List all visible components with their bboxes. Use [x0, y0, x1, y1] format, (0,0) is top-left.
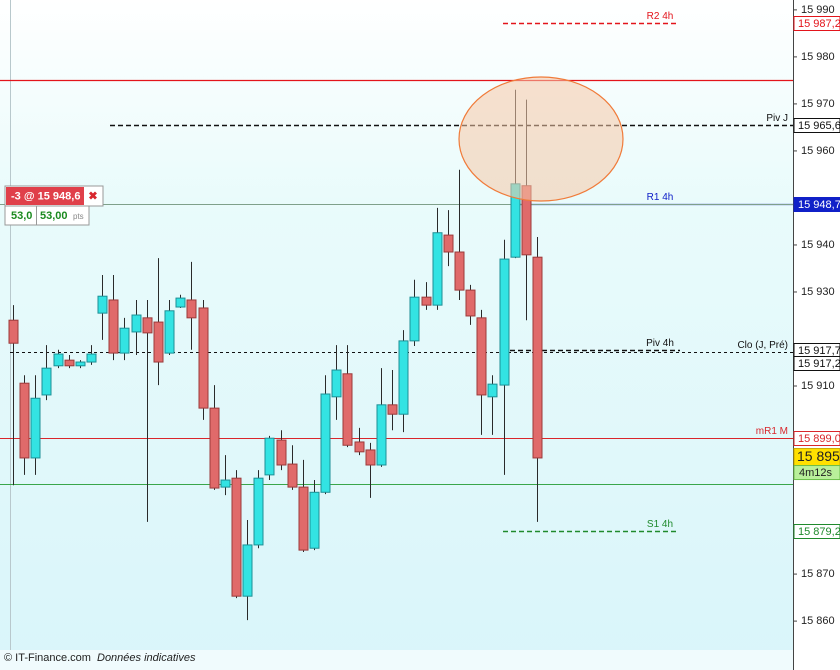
candle-body [387, 404, 398, 415]
level-label: mR1 M [756, 426, 788, 437]
candle-body [499, 258, 510, 386]
candle-body [309, 491, 320, 549]
candle-body [231, 477, 242, 597]
candle-body [19, 382, 30, 459]
candle-body [86, 353, 97, 363]
timer-box [793, 465, 840, 481]
candle-body [532, 256, 543, 459]
candle-body [443, 234, 454, 253]
y-tick-label: 15 870 [801, 568, 835, 580]
level-label: R1 4h [647, 192, 674, 203]
candle-body [320, 393, 331, 493]
candle-body [476, 317, 487, 396]
candle-body [30, 397, 41, 459]
candle-body [75, 361, 86, 367]
candle-body [8, 319, 19, 344]
level-label: R2 4h [647, 11, 674, 22]
candle-body [454, 251, 465, 291]
candle-body [487, 383, 498, 398]
axis-background [793, 0, 840, 670]
timer-label: 4m12s [799, 467, 833, 479]
candle-body [97, 295, 108, 314]
price-box [793, 524, 840, 539]
points-frame [4, 205, 90, 226]
level-label: S1 4h [647, 519, 673, 530]
price-box [793, 356, 840, 371]
y-tick-label: 15 940 [801, 239, 835, 251]
level-label: Piv 4h [646, 338, 674, 349]
candle-body [264, 437, 275, 476]
last-price-label: 15 895 [797, 448, 840, 464]
candle-body [276, 439, 287, 466]
candle-body [64, 359, 75, 367]
candle-body [253, 477, 264, 546]
y-tick-label: 15 960 [801, 145, 835, 157]
candle-body [432, 232, 443, 306]
price-box [793, 431, 840, 446]
order-side [6, 187, 84, 205]
y-tick-label: 15 910 [801, 380, 835, 392]
price-box [793, 197, 840, 212]
price-box-label: 15 899,0 [798, 433, 840, 445]
candle-body [175, 297, 186, 308]
points-unit: pts [73, 212, 84, 221]
price-box-label: 15 948,7 [798, 199, 840, 211]
price-box-label: 15 917,2 [798, 358, 840, 370]
candle-body [220, 479, 231, 488]
order-close[interactable]: ✖ [88, 190, 97, 202]
candle-body [198, 307, 209, 409]
candle-body [108, 299, 119, 354]
price-box [793, 16, 840, 31]
candle-body [153, 321, 164, 363]
points-value: 53,00 [40, 210, 68, 222]
candle-body [409, 296, 420, 342]
candle-body [331, 369, 342, 398]
price-box-label: 15 879,2 [798, 526, 840, 538]
highlight-ellipse [458, 76, 624, 202]
candle-body [421, 296, 432, 306]
y-tick-label: 15 860 [801, 615, 835, 627]
candle-body [287, 463, 298, 488]
points: 53,0 [11, 210, 32, 222]
footer-copyright: © IT-Finance.com [4, 652, 91, 664]
candle-body [242, 544, 253, 597]
y-tick-label: 15 990 [801, 4, 835, 16]
candle-body [164, 310, 175, 354]
candle-body [465, 289, 476, 317]
order-label: -3 @ 15 948,6 [11, 190, 80, 202]
footer-band [0, 650, 793, 670]
candle-body [186, 299, 197, 319]
level-label: Piv J [766, 113, 788, 124]
y-tick-label: 15 980 [801, 51, 835, 63]
candle-body [376, 404, 387, 466]
candle-body [142, 317, 153, 334]
candle-body [209, 407, 220, 489]
candle-body [354, 441, 365, 453]
level-label: Clo (J, Pré) [737, 340, 788, 351]
candle-body [41, 367, 52, 396]
order-widget[interactable]: -3 @ 15 948,6 ✖ 53,0 53,00 pts [4, 185, 104, 226]
y-tick-label: 15 970 [801, 98, 835, 110]
candle-body [53, 353, 64, 367]
footer-note: Données indicatives [97, 652, 196, 664]
candle-body [119, 327, 130, 354]
candle-body [398, 340, 409, 415]
candle-body [365, 449, 376, 466]
price-box-label: 15 987,2 [798, 18, 840, 30]
price-box-label: 15 965,6 [798, 120, 840, 132]
candle-body [131, 314, 142, 333]
price-box-label: 15 917,7 [798, 345, 840, 357]
y-tick-label: 15 930 [801, 286, 835, 298]
candle-body [342, 373, 353, 446]
plot-background [0, 0, 793, 670]
candle-body [298, 486, 309, 551]
price-box [793, 118, 840, 133]
